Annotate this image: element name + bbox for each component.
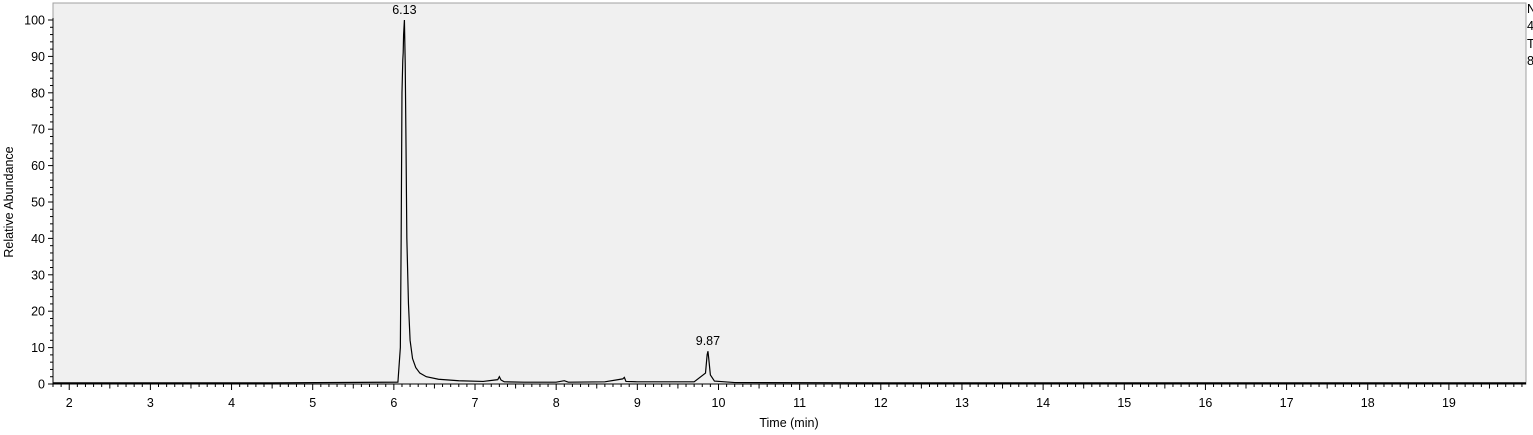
y-tick-label: 60 bbox=[31, 159, 45, 173]
peak-label: 9.87 bbox=[696, 334, 720, 348]
chromatogram-trace bbox=[53, 19, 1526, 384]
x-tick-label: 15 bbox=[1117, 396, 1131, 410]
y-axis: 0 10 20 30 40 50 60 70 80 90 100 bbox=[24, 14, 54, 392]
x-tick-label: 10 bbox=[712, 396, 726, 410]
x-tick-label: 17 bbox=[1280, 396, 1294, 410]
x-tick-label: 9 bbox=[634, 396, 641, 410]
x-axis-title: Time (min) bbox=[759, 416, 818, 430]
y-tick-label: 70 bbox=[31, 123, 45, 137]
side-info-line-1: N bbox=[1527, 2, 1533, 16]
x-tick-label: 18 bbox=[1361, 396, 1375, 410]
y-tick-label: 90 bbox=[31, 50, 45, 64]
side-info-line-4: 8 bbox=[1527, 54, 1533, 68]
y-tick-label: 80 bbox=[31, 86, 45, 100]
x-tick-label: 14 bbox=[1036, 396, 1050, 410]
x-tick-label: 6 bbox=[390, 396, 397, 410]
x-tick-label: 8 bbox=[553, 396, 560, 410]
x-tick-label: 7 bbox=[472, 396, 479, 410]
y-tick-label: 10 bbox=[31, 341, 45, 355]
y-tick-label: 40 bbox=[31, 232, 45, 246]
x-tick-label: 11 bbox=[793, 396, 806, 410]
peak-label: 6.13 bbox=[392, 3, 416, 17]
x-tick-label: 16 bbox=[1198, 396, 1212, 410]
x-axis: 2 3 4 5 6 7 8 9 10 11 12 13 14 15 16 17 18 19 bbox=[52, 383, 1526, 410]
x-tick-label: 4 bbox=[228, 396, 235, 410]
y-tick-label: 30 bbox=[31, 268, 45, 282]
x-tick-label: 3 bbox=[147, 396, 154, 410]
y-tick-label: 0 bbox=[38, 378, 45, 392]
y-tick-label: 20 bbox=[31, 305, 45, 319]
y-axis-title: Relative Abundance bbox=[2, 146, 16, 257]
y-tick-label: 100 bbox=[24, 14, 45, 28]
side-info-line-2: 4 bbox=[1527, 19, 1533, 33]
x-tick-label: 12 bbox=[874, 396, 888, 410]
x-tick-label: 5 bbox=[309, 396, 316, 410]
plot-area-background bbox=[52, 2, 1527, 385]
side-info-line-3: T bbox=[1527, 37, 1533, 51]
y-tick-label: 50 bbox=[31, 196, 45, 210]
peak-labels: 6.13 9.87 bbox=[392, 3, 720, 348]
x-tick-label: 13 bbox=[955, 396, 969, 410]
x-tick-label: 2 bbox=[66, 396, 73, 410]
x-tick-label: 19 bbox=[1442, 396, 1456, 410]
